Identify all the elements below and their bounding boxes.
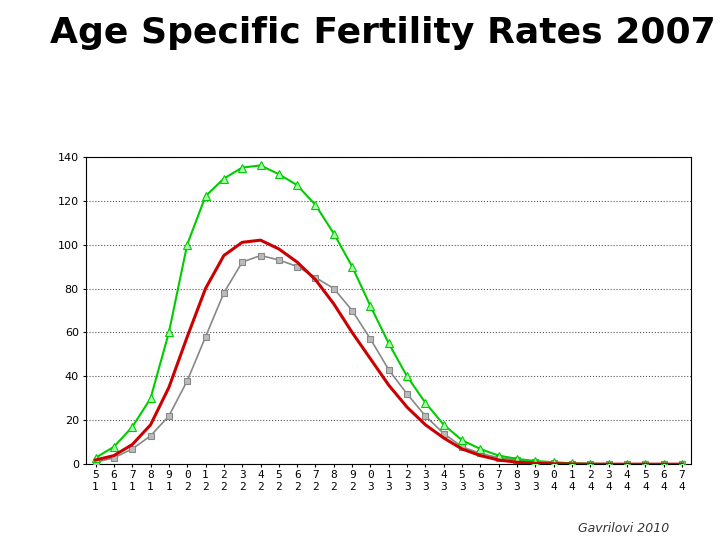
Text: Gavrilovi 2010: Gavrilovi 2010 [578, 522, 670, 535]
Text: Age Specific Fertility Rates 2007: Age Specific Fertility Rates 2007 [50, 16, 716, 50]
